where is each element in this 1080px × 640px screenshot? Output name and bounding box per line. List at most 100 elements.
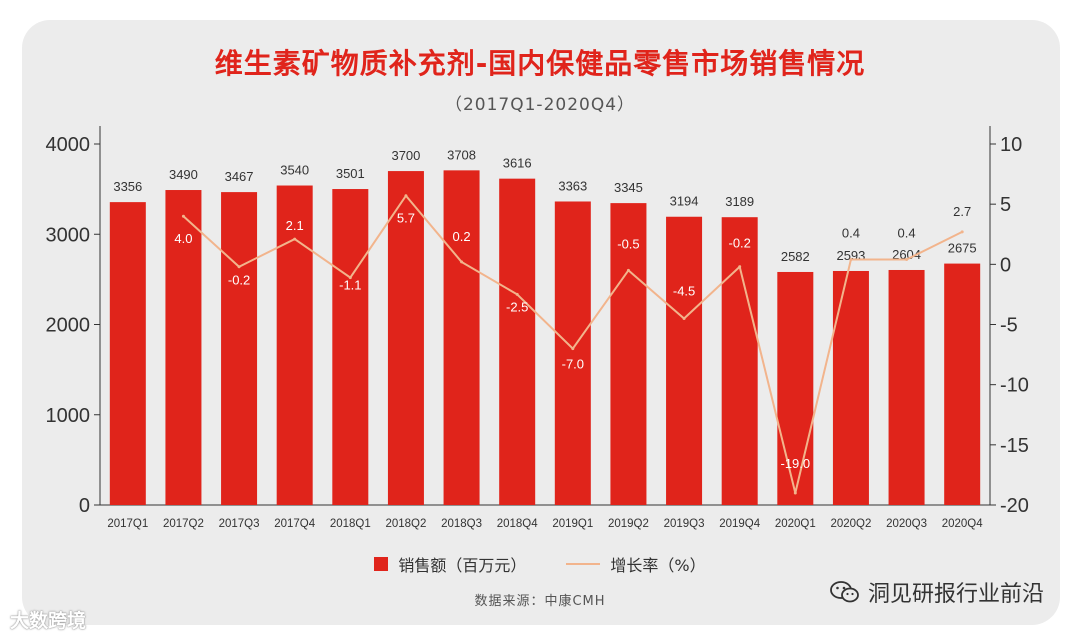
bar-2017Q4 <box>276 185 313 505</box>
x-tick-label: 2019Q1 <box>552 518 593 530</box>
bar-2018Q1 <box>332 189 369 506</box>
y-right-tick-label: -5 <box>1000 315 1018 337</box>
growth-point <box>237 265 241 269</box>
growth-point <box>738 265 742 269</box>
bar-value-label: 3700 <box>391 148 420 163</box>
bar-value-label: 3708 <box>447 147 476 162</box>
watermark-right: 洞见研报行业前沿 <box>830 576 1044 608</box>
legend-item-sales: 销售额（百万元） <box>374 552 526 576</box>
growth-value-label: 0.4 <box>842 226 860 241</box>
bar-value-label: 3363 <box>558 178 587 193</box>
bar-value-label: 3194 <box>670 194 699 209</box>
growth-point <box>571 347 575 351</box>
x-tick-label: 2018Q4 <box>497 518 539 530</box>
growth-point <box>404 194 408 198</box>
x-tick-label: 2017Q2 <box>163 518 204 530</box>
growth-point <box>293 237 297 241</box>
growth-value-label: -0.2 <box>728 236 750 251</box>
bar-value-label: 2582 <box>781 249 810 264</box>
growth-value-label: 0.4 <box>898 226 916 241</box>
y-left-tick-label: 3000 <box>46 224 91 246</box>
watermark-right-text: 洞见研报行业前沿 <box>867 582 1044 607</box>
growth-value-label: 5.7 <box>397 211 415 226</box>
growth-value-label: -7.0 <box>562 357 584 372</box>
bar-value-label: 3540 <box>280 163 309 178</box>
growth-point <box>460 260 464 264</box>
bar-2018Q2 <box>387 171 424 505</box>
chart-legend: 销售额（百万元） 增长率（%） <box>0 552 1080 576</box>
growth-value-label: 2.7 <box>953 204 971 219</box>
bar-value-label: 3356 <box>113 179 142 194</box>
growth-value-label: -0.5 <box>617 236 639 251</box>
y-right-tick-label: -20 <box>1000 495 1029 517</box>
legend-label-sales: 销售额（百万元） <box>398 556 527 575</box>
legend-swatch-sales <box>374 557 389 571</box>
x-tick-label: 2019Q4 <box>719 518 761 530</box>
y-right-tick-label: 5 <box>1000 194 1011 216</box>
y-right-tick-label: -10 <box>1000 375 1029 397</box>
bar-2018Q3 <box>443 170 480 505</box>
x-tick-label: 2017Q1 <box>107 518 148 530</box>
y-left-tick-label: 4000 <box>46 134 91 156</box>
bar-value-label: 3501 <box>336 166 365 181</box>
bar-value-label: 3616 <box>503 156 532 171</box>
bar-2019Q1 <box>554 201 591 505</box>
bar-value-label: 2604 <box>892 247 921 262</box>
y-left-tick-label: 1000 <box>46 405 91 427</box>
chart-title: 维生素矿物质补充剂-国内保健品零售市场销售情况 <box>214 47 866 80</box>
growth-value-label: 4.0 <box>174 231 192 246</box>
growth-value-label: -4.5 <box>673 283 695 298</box>
x-tick-label: 2020Q3 <box>886 518 927 530</box>
bar-value-label: 3467 <box>225 169 254 184</box>
bar-2019Q4 <box>721 217 758 505</box>
y-left-tick-label: 2000 <box>46 315 91 337</box>
watermark-left: 大数跨境 <box>10 610 87 632</box>
wechat-icon <box>830 581 859 603</box>
growth-point <box>960 230 964 234</box>
bar-2017Q1 <box>109 202 146 505</box>
bar-2018Q4 <box>499 178 536 505</box>
bar-value-label: 2675 <box>948 241 977 256</box>
growth-point <box>515 292 519 296</box>
bar-2020Q4 <box>944 263 981 505</box>
growth-point <box>905 258 909 262</box>
growth-point <box>793 491 797 495</box>
growth-value-label: -1.1 <box>339 278 361 293</box>
chart-subtitle: （2017Q1-2020Q4） <box>444 95 636 115</box>
bar-2017Q3 <box>221 192 258 505</box>
legend-label-growth: 增长率（%） <box>610 556 706 575</box>
growth-point <box>348 276 352 280</box>
growth-point <box>849 258 853 262</box>
growth-value-label: -19.0 <box>780 456 810 471</box>
bar-value-label: 3345 <box>614 180 643 195</box>
x-tick-label: 2019Q3 <box>664 518 705 530</box>
x-tick-label: 2018Q3 <box>441 518 482 530</box>
growth-point <box>626 268 630 272</box>
bar-value-label: 3189 <box>725 194 754 209</box>
growth-point <box>181 214 185 218</box>
x-tick-label: 2020Q4 <box>942 518 984 530</box>
bar-2019Q3 <box>666 216 703 505</box>
data-source: 数据来源：中康CMH <box>474 594 606 609</box>
x-tick-label: 2020Q2 <box>830 518 871 530</box>
x-tick-label: 2017Q3 <box>219 518 260 530</box>
bar-2020Q3 <box>888 269 925 505</box>
x-tick-label: 2018Q2 <box>385 518 426 530</box>
growth-value-label: -0.2 <box>228 273 250 288</box>
y-left-tick-label: 0 <box>79 495 90 517</box>
x-tick-label: 2018Q1 <box>330 518 371 530</box>
bar-value-label: 3490 <box>169 167 198 182</box>
bar-2020Q1 <box>777 271 814 505</box>
x-tick-label: 2020Q1 <box>775 518 816 530</box>
bar-2020Q2 <box>832 270 869 505</box>
y-right-tick-label: 0 <box>1000 254 1011 276</box>
bar-2019Q2 <box>610 203 647 505</box>
y-right-tick-label: -15 <box>1000 435 1029 457</box>
x-tick-label: 2019Q2 <box>608 518 649 530</box>
y-right-tick-label: 10 <box>1000 134 1022 156</box>
bar-2017Q2 <box>165 190 202 505</box>
growth-value-label: 2.1 <box>286 218 304 233</box>
legend-swatch-growth <box>566 563 601 565</box>
legend-item-growth: 增长率（%） <box>566 552 706 576</box>
